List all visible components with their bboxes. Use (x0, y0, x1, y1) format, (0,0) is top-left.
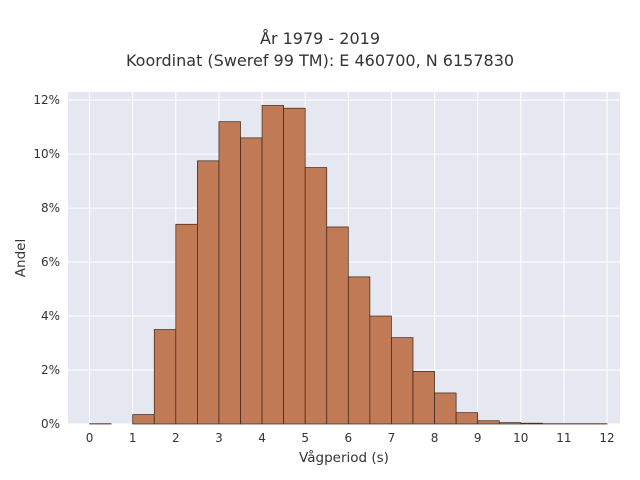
x-tick-label: 4 (258, 431, 266, 445)
histogram-bar (412, 371, 435, 425)
x-tick-label: 10 (513, 431, 528, 445)
histogram-bar (153, 329, 177, 425)
histogram-bar (347, 276, 371, 425)
x-tick-label: 8 (431, 431, 439, 445)
histogram-bar (283, 107, 306, 425)
y-axis-label: Andel (13, 239, 29, 277)
histogram-bar (132, 414, 155, 425)
chart-subtitle: Koordinat (Sweref 99 TM): E 460700, N 61… (125, 51, 515, 70)
bars (89, 105, 608, 425)
x-tick-label: 11 (556, 431, 571, 445)
histogram-bar (369, 315, 392, 425)
y-axis-ticks: 0% 2% 4% 6% 8% 10% 12% (33, 93, 60, 431)
x-tick-label: 2 (172, 431, 180, 445)
histogram-bar (477, 420, 500, 425)
y-tick-label: 8% (41, 201, 60, 215)
x-axis-label: Vågperiod (s) (299, 449, 389, 466)
x-tick-label: 5 (301, 431, 309, 445)
histogram-bar (326, 226, 349, 425)
y-tick-label: 12% (33, 93, 60, 107)
histogram-bar (218, 121, 241, 425)
x-tick-label: 1 (129, 431, 137, 445)
x-tick-label: 3 (215, 431, 223, 445)
histogram-bar (391, 337, 414, 425)
x-tick-label: 6 (344, 431, 352, 445)
histogram-bar (175, 223, 198, 425)
y-tick-label: 4% (41, 309, 60, 323)
histogram-bar (304, 167, 328, 425)
chart-title: År 1979 - 2019 (260, 29, 380, 48)
histogram-bar (498, 422, 522, 425)
histogram-bar (261, 105, 284, 425)
x-tick-label: 0 (86, 431, 94, 445)
y-tick-label: 2% (41, 363, 60, 377)
histogram-bar (240, 137, 263, 425)
histogram-bar (520, 422, 543, 425)
x-tick-label: 9 (474, 431, 482, 445)
histogram-bar (434, 392, 457, 425)
x-tick-label: 12 (599, 431, 614, 445)
histogram-bar (197, 160, 220, 425)
x-tick-label: 7 (388, 431, 396, 445)
y-tick-label: 10% (33, 147, 60, 161)
y-tick-label: 0% (41, 417, 60, 431)
y-tick-label: 6% (41, 255, 60, 269)
x-axis-ticks: 0 1 2 3 4 5 6 7 8 9 10 11 12 (86, 431, 615, 445)
histogram-bar (455, 412, 479, 425)
